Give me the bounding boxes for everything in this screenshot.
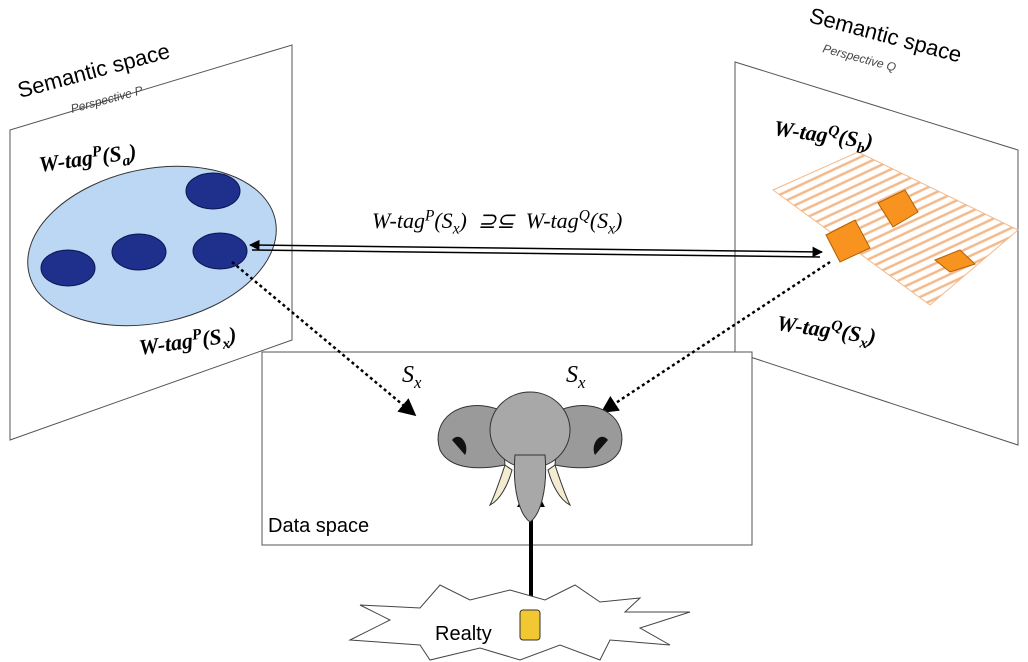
label-part: ) ⊇⊆ W-tag <box>458 208 579 233</box>
mapping-arrow <box>231 261 417 417</box>
label-part: (S <box>200 324 223 351</box>
element <box>934 249 976 273</box>
label-part: (S <box>837 124 860 151</box>
label-part: S <box>566 362 578 388</box>
element <box>185 172 241 210</box>
element <box>40 249 96 287</box>
elephant-icon <box>437 391 623 523</box>
label-part: P <box>424 207 435 224</box>
reality-icon <box>519 609 541 641</box>
element <box>825 219 871 263</box>
label-part: a <box>121 152 131 170</box>
label-part: P <box>91 143 103 161</box>
element <box>111 233 167 271</box>
entity-label: Sx <box>566 362 586 392</box>
relation-arrow <box>251 249 821 258</box>
label-part: Q <box>830 317 843 335</box>
label-part: W-tag <box>372 208 425 233</box>
label-part: (S <box>590 208 608 233</box>
element <box>877 189 919 228</box>
element <box>192 232 248 270</box>
label-part: x <box>413 373 422 392</box>
label-part: x <box>858 334 869 352</box>
entity-label: Sx <box>402 362 422 392</box>
label-part: x <box>607 221 615 238</box>
label-part: P <box>191 326 203 344</box>
reality-label: Realty <box>435 623 492 645</box>
label-part: (S <box>840 319 863 346</box>
label-part: Q <box>827 122 840 140</box>
label-part: (S <box>434 208 452 233</box>
relation-arrow <box>248 239 824 258</box>
label-part: S <box>402 362 414 388</box>
data-space-label: Data space <box>268 515 369 537</box>
label-part: ) <box>613 208 622 233</box>
label-part: x <box>452 221 460 238</box>
label-part: Q <box>579 207 590 224</box>
label-part: x <box>220 335 231 353</box>
label-part: (S <box>100 141 123 168</box>
tag-label: W-tagP(Sa) <box>37 138 138 182</box>
label-part: b <box>856 139 866 157</box>
label-part: x <box>577 373 586 392</box>
relation-label: W-tagP(Sx) ⊇⊆ W-tagQ(Sx) <box>372 207 622 237</box>
